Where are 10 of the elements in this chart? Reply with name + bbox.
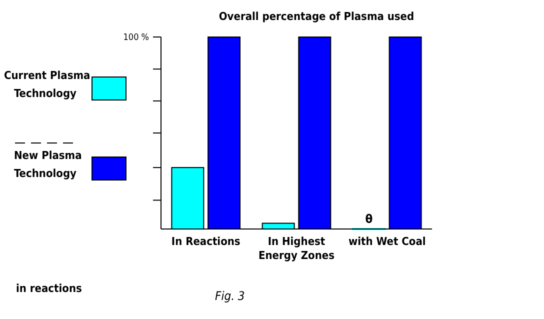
legend-label: Current Plasma Technology <box>4 69 90 100</box>
y-tick-label: 100 % <box>123 32 150 43</box>
caption: Fig. 3 <box>215 289 245 303</box>
x-tick-label: with Wet Coal <box>348 235 426 248</box>
legend-label: New Plasma Technology <box>14 149 82 180</box>
x-tick-label: In Reactions <box>171 235 240 248</box>
chart-title: Overall percentage of Plasma used <box>218 10 414 23</box>
data-label: θ <box>365 212 373 226</box>
x-tick-label: In Highest Energy Zones <box>258 235 335 262</box>
text: in reactions <box>16 282 82 295</box>
